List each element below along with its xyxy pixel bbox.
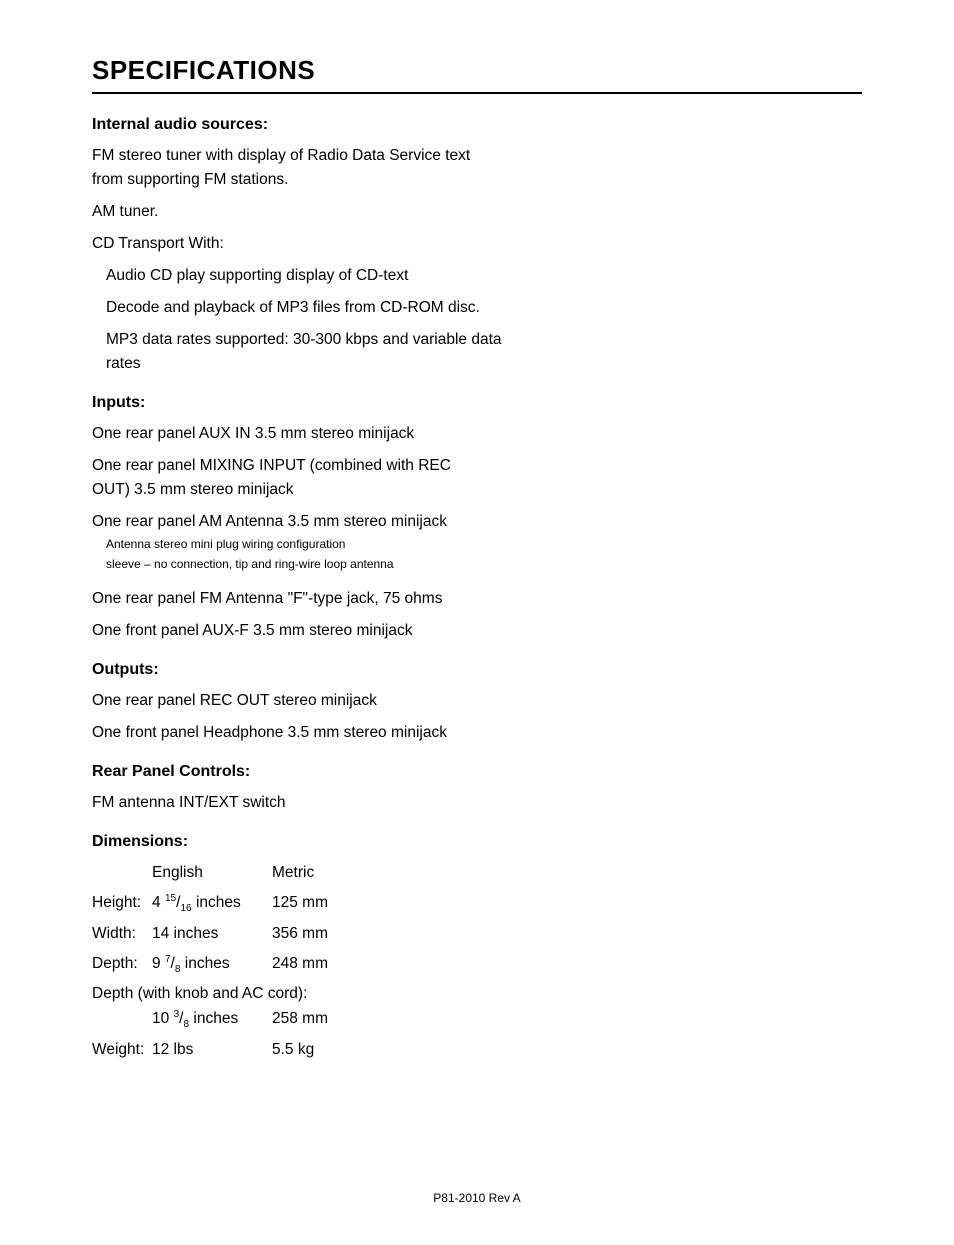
text-am-antenna-note2: sleeve – no connection, tip and ring-wir… [92,556,486,573]
dim-width-label: Width: [92,922,152,945]
dim-depth-eng-prefix: 9 [152,955,165,972]
text-rec-out: One rear panel REC OUT stereo minijack [92,689,492,713]
dim-depth-eng: 9 7/8 inches [152,952,272,975]
dim-row-weight: Weight: 12 lbs 5.5 kg [92,1038,862,1061]
dim-depth-knob-blank [92,1007,152,1030]
text-am-antenna-note1: Antenna stereo mini plug wiring configur… [92,536,486,553]
text-aux-in: One rear panel AUX IN 3.5 mm stereo mini… [92,422,492,446]
dim-height-label: Height: [92,891,152,914]
text-am-antenna: One rear panel AM Antenna 3.5 mm stereo … [92,510,492,534]
page-content: SPECIFICATIONS Internal audio sources: F… [0,0,954,1245]
title-rule [92,92,862,94]
section-heading-rear-panel: Rear Panel Controls: [92,763,862,781]
dim-depth-knob-eng-prefix: 10 [152,1010,174,1027]
dim-depth-knob-eng-suffix: inches [189,1010,238,1027]
dim-height-eng-sup: 15 [165,893,176,904]
dim-weight-label: Weight: [92,1038,152,1061]
dim-header-blank [92,861,152,884]
dim-header-english: English [152,861,272,884]
dim-width-met: 356 mm [272,922,372,945]
dim-row-depth-knob-label: Depth (with knob and AC cord): [92,982,862,1005]
dim-depth-label: Depth: [92,952,152,975]
dim-row-depth: Depth: 9 7/8 inches 248 mm [92,952,862,975]
dim-weight-met: 5.5 kg [272,1038,372,1061]
dim-height-eng-suffix: inches [192,894,241,911]
dim-weight-eng: 12 lbs [152,1038,272,1061]
text-aux-f: One front panel AUX-F 3.5 mm stereo mini… [92,619,492,643]
text-cd-mp3-decode: Decode and playback of MP3 files from CD… [92,296,506,320]
dim-header-metric: Metric [272,861,372,884]
page-title: SPECIFICATIONS [92,55,862,86]
dim-depth-met: 248 mm [272,952,372,975]
text-fm-antenna: One rear panel FM Antenna "F"-type jack,… [92,587,492,611]
text-cd-transport: CD Transport With: [92,232,492,256]
section-heading-dimensions: Dimensions: [92,833,862,851]
dim-depth-knob-eng: 10 3/8 inches [152,1007,272,1030]
text-cd-mp3-rates: MP3 data rates supported: 30-300 kbps an… [92,328,506,376]
dim-height-eng-prefix: 4 [152,894,165,911]
text-mixing-input: One rear panel MIXING INPUT (combined wi… [92,454,492,502]
dim-height-met: 125 mm [272,891,372,914]
dim-width-eng: 14 inches [152,922,272,945]
dim-depth-knob-met: 258 mm [272,1007,372,1030]
section-heading-internal-audio: Internal audio sources: [92,116,862,134]
section-heading-outputs: Outputs: [92,661,862,679]
text-fm-tuner: FM stereo tuner with display of Radio Da… [92,144,492,192]
dimensions-table: English Metric Height: 4 15/16 inches 12… [92,861,862,1061]
dim-depth-knob-label: Depth (with knob and AC cord): [92,985,307,1002]
dim-depth-knob-eng-sup: 3 [174,1009,180,1020]
text-am-tuner: AM tuner. [92,200,492,224]
dim-row-height: Height: 4 15/16 inches 125 mm [92,891,862,914]
text-fm-switch: FM antenna INT/EXT switch [92,791,492,815]
dim-depth-eng-suffix: inches [180,955,229,972]
text-headphone: One front panel Headphone 3.5 mm stereo … [92,721,492,745]
dim-height-eng-sub: 16 [180,903,191,914]
dim-header-row: English Metric [92,861,862,884]
section-heading-inputs: Inputs: [92,394,862,412]
dim-row-width: Width: 14 inches 356 mm [92,922,862,945]
dim-depth-eng-sup: 7 [165,954,171,965]
text-cd-audio: Audio CD play supporting display of CD-t… [92,264,506,288]
dim-height-eng: 4 15/16 inches [152,891,272,914]
dim-row-depth-knob: 10 3/8 inches 258 mm [92,1007,862,1030]
